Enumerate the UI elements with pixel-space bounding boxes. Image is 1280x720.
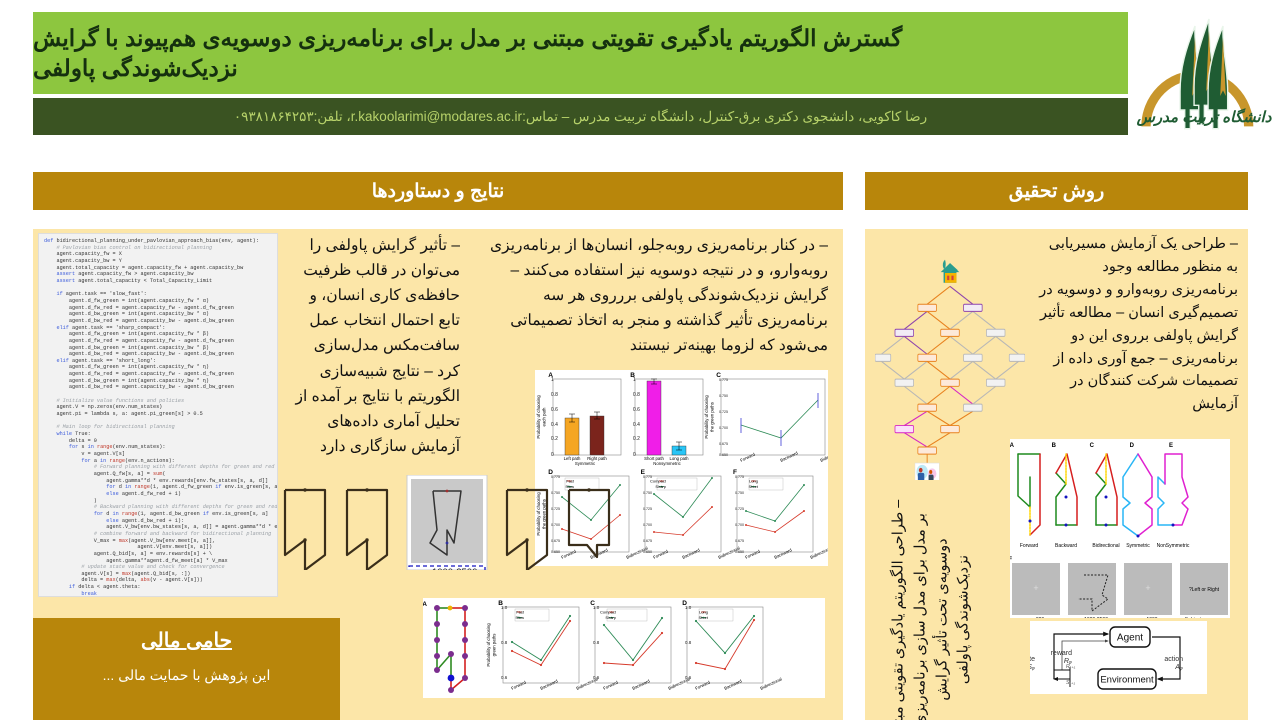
svg-text:1.0: 1.0 [593, 605, 600, 610]
svg-text:Sharp: Sharp [605, 615, 616, 620]
svg-text:0.650: 0.650 [643, 550, 652, 554]
svg-text:1: 1 [551, 377, 554, 383]
svg-text:C: C [1090, 443, 1095, 449]
svg-text:Backward: Backward [779, 450, 799, 463]
svg-text:Slow: Slow [515, 615, 524, 620]
svg-text:0.750: 0.750 [735, 491, 744, 495]
svg-text:Forward: Forward [510, 679, 527, 690]
svg-text:A: A [423, 601, 427, 608]
svg-text:Short: Short [748, 484, 758, 489]
svg-text:green paths: green paths [492, 634, 497, 657]
svg-text:Probability of choosing: Probability of choosing [536, 395, 541, 439]
svg-text:0.675: 0.675 [735, 539, 744, 543]
svg-text:0.700: 0.700 [643, 523, 652, 527]
svg-text:F: F [1010, 557, 1012, 563]
svg-text:Forward: Forward [1020, 543, 1039, 549]
svg-text:Left or Right?: Left or Right? [1189, 587, 1220, 593]
svg-text:Long: Long [749, 479, 758, 484]
svg-text:NonSymmetric: NonSymmetric [1157, 543, 1190, 549]
svg-text:0.725: 0.725 [735, 507, 744, 511]
svg-text:reward: reward [1051, 650, 1073, 657]
svg-text:0.6: 0.6 [551, 407, 558, 413]
svg-text:Sharp: Sharp [655, 484, 666, 489]
svg-text:0.675: 0.675 [643, 539, 652, 543]
svg-text:Agent: Agent [1117, 633, 1143, 644]
svg-text:Backward: Backward [681, 547, 701, 560]
svg-text:0: 0 [633, 452, 636, 458]
svg-text:Short: Short [698, 615, 708, 620]
svg-text:D: D [1130, 443, 1135, 449]
svg-text:0.650: 0.650 [719, 453, 728, 457]
svg-text:0.675: 0.675 [719, 442, 728, 446]
svg-text:Aᵩ: Aᵩ [1174, 664, 1183, 671]
svg-text:Rᵩ: Rᵩ [1064, 658, 1072, 665]
svg-text:+: + [1145, 583, 1150, 593]
svg-text:0.700: 0.700 [719, 426, 728, 430]
svg-text:Bidirectional: Bidirectional [1092, 543, 1119, 549]
svg-text:Bidirectional: Bidirectional [809, 545, 828, 559]
svg-text:Forward: Forward [694, 679, 711, 690]
svg-text:1: 1 [633, 377, 636, 383]
svg-text:0.8: 0.8 [685, 640, 692, 645]
svg-text:Backward: Backward [773, 547, 793, 560]
svg-text:Forward: Forward [744, 548, 761, 559]
svg-text:0.8: 0.8 [633, 392, 640, 398]
svg-text:0.775: 0.775 [735, 475, 744, 479]
svg-text:each path: each path [542, 407, 547, 426]
svg-text:Symmetric: Symmetric [1126, 543, 1150, 549]
svg-text:0.6: 0.6 [685, 675, 692, 680]
svg-text:E: E [1169, 443, 1173, 449]
svg-text:0.6: 0.6 [593, 675, 600, 680]
svg-text:Sₜ₊₁: Sₜ₊₁ [1066, 680, 1075, 686]
svg-text:B: B [1052, 443, 1057, 449]
svg-text:0.775: 0.775 [719, 378, 728, 382]
svg-text:Bidirectional: Bidirectional [819, 448, 828, 462]
svg-text:Compact: Compact [650, 479, 667, 484]
svg-text:Subject response: Subject response [1185, 617, 1224, 618]
svg-text:Forward: Forward [739, 451, 756, 462]
svg-text:Backward: Backward [1055, 543, 1077, 549]
svg-text:Compact: Compact [600, 610, 617, 615]
svg-text:0.750: 0.750 [719, 394, 728, 398]
svg-text:A: A [1010, 443, 1015, 449]
svg-text:0: 0 [551, 452, 554, 458]
svg-text:Backward: Backward [723, 678, 743, 691]
svg-text:1000-2500 ms: 1000-2500 ms [1076, 617, 1108, 618]
svg-text:Backward: Backward [631, 678, 651, 691]
svg-text:Symmetric: Symmetric [575, 461, 596, 466]
svg-text:0.700: 0.700 [735, 523, 744, 527]
svg-text:0.8: 0.8 [551, 392, 558, 398]
svg-text:0.650: 0.650 [735, 550, 744, 554]
svg-text:1.0: 1.0 [685, 605, 692, 610]
svg-text:0.750: 0.750 [643, 491, 652, 495]
svg-text:0.2: 0.2 [633, 436, 640, 442]
svg-text:0.4: 0.4 [551, 422, 558, 428]
svg-text:1000 ms: 1000 ms [1138, 617, 1157, 618]
svg-text:0.6: 0.6 [501, 675, 508, 680]
svg-text:+: + [1033, 583, 1038, 593]
svg-text:Probability of choosing: Probability of choosing [704, 395, 709, 439]
svg-text:Forward: Forward [652, 548, 669, 559]
svg-text:0.725: 0.725 [643, 507, 652, 511]
svg-text:Forward: Forward [602, 679, 619, 690]
svg-text:Backward: Backward [539, 678, 559, 691]
svg-text:Sᵩ: Sᵩ [1030, 664, 1035, 671]
svg-text:Probability of choosing: Probability of choosing [486, 623, 491, 667]
svg-text:0.8: 0.8 [593, 640, 600, 645]
svg-text:Nonsymmetric: Nonsymmetric [653, 461, 681, 466]
svg-text:0.6: 0.6 [633, 407, 640, 413]
svg-text:0.2: 0.2 [551, 436, 558, 442]
svg-text:Fast: Fast [516, 610, 525, 615]
svg-text:1.0: 1.0 [501, 605, 508, 610]
svg-text:0.725: 0.725 [719, 410, 728, 414]
svg-text:the green paths: the green paths [710, 402, 715, 432]
svg-text:Long: Long [699, 610, 708, 615]
svg-text:1000-2500 ms: 1000-2500 ms [417, 567, 478, 570]
svg-text:Environment: Environment [1100, 675, 1154, 686]
svg-text:0.8: 0.8 [501, 640, 508, 645]
svg-text:state: state [1030, 656, 1035, 663]
svg-text:0.4: 0.4 [633, 422, 640, 428]
svg-text:action: action [1164, 656, 1183, 663]
svg-text:800 ms: 800 ms [1028, 617, 1045, 618]
